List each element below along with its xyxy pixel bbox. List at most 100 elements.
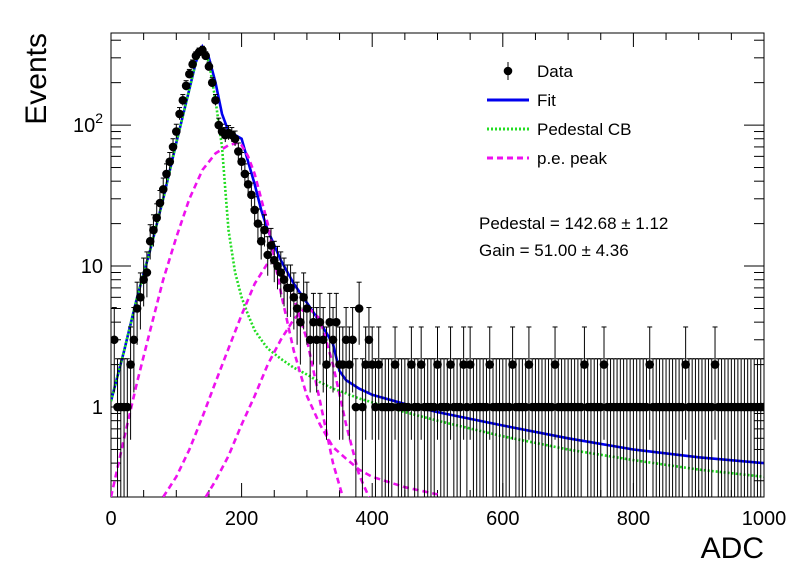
data-marker (387, 402, 397, 412)
y-tick-label: 102 (73, 110, 103, 137)
data-marker (149, 225, 158, 235)
data-marker (175, 109, 184, 119)
x-axis-title: ADC (701, 532, 764, 565)
data-marker (253, 219, 263, 228)
data-point (309, 292, 318, 365)
data-point (710, 326, 720, 440)
data-marker (279, 275, 289, 285)
data-marker (263, 250, 273, 260)
data-marker (136, 293, 145, 302)
data-marker (172, 127, 181, 136)
data-marker (354, 304, 364, 313)
data-point (201, 51, 210, 61)
data-point (338, 326, 348, 440)
data-marker (322, 360, 331, 369)
data-point (596, 358, 606, 497)
data-point (111, 307, 119, 393)
data-point (681, 326, 690, 440)
data-point (371, 358, 380, 497)
data-marker (465, 360, 475, 369)
data-point (155, 190, 165, 216)
data-marker (139, 275, 148, 285)
data-marker (260, 225, 269, 235)
data-marker (188, 59, 197, 69)
data-marker (485, 360, 495, 369)
data-point (168, 138, 178, 155)
gain-annotation: Gain = 51.00 ± 4.36 (479, 241, 629, 260)
data-point (188, 59, 197, 69)
data-marker (142, 268, 152, 277)
data-marker (645, 360, 655, 369)
data-marker (201, 51, 210, 61)
data-point (456, 358, 465, 497)
data-point (158, 177, 168, 201)
data-point (132, 281, 142, 345)
data-point (508, 326, 517, 440)
data-marker (132, 304, 142, 313)
data-marker (710, 360, 720, 369)
legend-item-fit: Fit (487, 91, 556, 110)
data-point (286, 264, 295, 317)
data-marker (576, 402, 586, 412)
data-marker (129, 335, 139, 345)
data-marker (273, 261, 282, 271)
data-marker (315, 317, 325, 327)
data-point (126, 326, 135, 440)
data-marker (524, 360, 534, 369)
data-marker (214, 120, 224, 130)
data-point (279, 257, 289, 307)
data-point (243, 172, 253, 196)
data-marker (211, 95, 220, 105)
data-point (462, 358, 472, 497)
x-tick-label: 0 (105, 508, 116, 530)
data-marker (580, 360, 589, 369)
data-point (345, 326, 354, 440)
data-marker (547, 402, 557, 412)
data-point (416, 326, 426, 440)
data-marker (240, 169, 250, 179)
series-pedestal-line (111, 43, 764, 479)
data-point (162, 163, 171, 184)
legend-item-pe: p.e. peak (487, 149, 607, 168)
data-point (521, 358, 530, 497)
data-point (351, 358, 361, 497)
series-pe1-line (111, 141, 438, 497)
legend-label: Data (537, 62, 573, 81)
data-marker (678, 402, 687, 412)
data-point (331, 292, 341, 365)
data-point (459, 326, 468, 440)
data-point (266, 227, 276, 265)
data-point (707, 358, 717, 497)
x-tick-label: 600 (486, 508, 519, 530)
data-marker (446, 360, 455, 369)
data-marker (158, 185, 168, 194)
data-point (253, 208, 263, 240)
data-marker (482, 402, 491, 412)
data-point (289, 272, 299, 330)
data-marker (759, 402, 764, 412)
data-marker (599, 360, 609, 369)
data-point (214, 117, 224, 132)
data-marker (707, 402, 717, 412)
data-marker (341, 335, 351, 345)
data-marker (299, 293, 308, 302)
data-marker (390, 360, 400, 369)
legend-label: Pedestal CB (537, 120, 632, 139)
pedestal-annotation: Pedestal = 142.68 ± 1.12 (479, 214, 668, 233)
data-marker (243, 180, 253, 189)
data-point (482, 358, 491, 497)
data-point (465, 326, 475, 440)
data-point (211, 94, 220, 106)
data-marker (302, 304, 312, 313)
data-marker (338, 360, 348, 369)
data-point (292, 281, 302, 345)
data-marker (345, 360, 354, 369)
data-point (185, 68, 194, 79)
data-marker (348, 335, 357, 345)
data-point (240, 163, 250, 184)
data-point (181, 80, 191, 91)
data-point (576, 358, 586, 497)
data-point (341, 307, 351, 393)
data-marker (358, 402, 367, 412)
series-pe3-line (204, 304, 371, 497)
